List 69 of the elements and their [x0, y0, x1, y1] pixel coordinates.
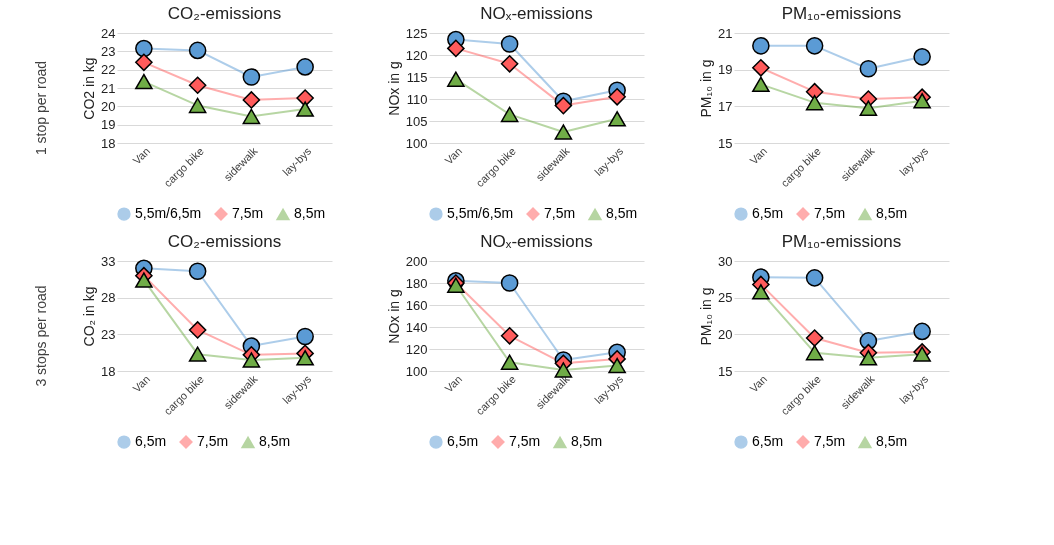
chart-title: CO₂-emissions: [167, 4, 282, 23]
legend-label: 8,5m: [294, 205, 326, 222]
text: 3 stops per road: [33, 285, 49, 387]
y-tick-label: 15: [718, 363, 733, 379]
y-tick-label: 24: [101, 25, 116, 41]
legend-label: 7,5m: [509, 433, 541, 450]
legend-label: 7,5m: [544, 205, 576, 222]
chart-title: NOₓ-emissions: [480, 4, 593, 23]
y-tick-label: 125: [405, 25, 428, 41]
y-tick-label: 18: [101, 363, 116, 379]
legend-label: 5,5m/6,5m: [447, 205, 514, 222]
y-tick-label: 120: [405, 341, 428, 357]
y-tick-label: 20: [718, 326, 733, 342]
legend-label: 6,5m: [752, 205, 784, 222]
legend-label: 7,5m: [814, 205, 846, 222]
y-tick-label: 15: [718, 135, 733, 151]
y-axis-title: PM₁₀ in g: [698, 287, 715, 346]
legend-label: 5,5m/6,5m: [135, 205, 202, 222]
chart-title: NOₓ-emissions: [480, 232, 593, 251]
text: 1 stop per road: [33, 60, 49, 156]
y-axis-title: CO₂ in kg: [81, 286, 98, 347]
x-tick-label: Van: [747, 144, 770, 167]
y-tick-label: 23: [101, 43, 116, 59]
legend-label: 7,5m: [232, 205, 264, 222]
y-tick-label: 30: [718, 253, 733, 269]
y-axis-title: NOx in g: [385, 61, 402, 116]
legend-label: 6,5m: [447, 433, 479, 450]
chart-title: PM₁₀-emissions: [781, 4, 902, 23]
chart-title: PM₁₀-emissions: [781, 232, 902, 251]
y-tick-label: 23: [101, 326, 116, 342]
y-axis-title: NOx in g: [385, 289, 402, 344]
legend-label: 8,5m: [876, 433, 908, 450]
y-tick-label: 115: [406, 69, 428, 85]
y-tick-label: 19: [101, 117, 116, 133]
x-tick-label: Van: [442, 372, 465, 395]
chart-title: CO₂-emissions: [167, 232, 282, 251]
y-axis-title: CO2 in kg: [81, 57, 98, 120]
y-tick-label: 100: [405, 363, 428, 379]
legend-label: 8,5m: [606, 205, 638, 222]
y-tick-label: 17: [718, 98, 733, 114]
y-tick-label: 28: [101, 290, 116, 306]
legend-label: 6,5m: [752, 433, 784, 450]
y-tick-label: 20: [101, 98, 116, 114]
legend-label: 8,5m: [571, 433, 603, 450]
y-tick-label: 200: [405, 253, 428, 269]
y-axis-title: PM₁₀ in g: [698, 59, 715, 118]
y-tick-label: 22: [101, 62, 116, 78]
y-tick-label: 21: [101, 80, 116, 96]
y-tick-label: 160: [405, 297, 428, 313]
y-tick-label: 140: [405, 319, 428, 335]
y-tick-label: 110: [406, 91, 428, 107]
y-tick-label: 25: [718, 290, 733, 306]
x-tick-label: Van: [747, 372, 770, 395]
y-tick-label: 18: [101, 135, 116, 151]
x-tick-label: Van: [130, 372, 153, 395]
y-tick-label: 120: [405, 47, 428, 63]
legend-label: 6,5m: [135, 433, 167, 450]
y-tick-label: 180: [405, 275, 428, 291]
y-tick-label: 105: [405, 113, 428, 129]
y-tick-label: 100: [405, 135, 428, 151]
x-tick-label: Van: [130, 144, 153, 167]
y-tick-label: 33: [101, 253, 116, 269]
legend-label: 7,5m: [814, 433, 846, 450]
y-tick-label: 19: [718, 62, 733, 78]
legend-label: 8,5m: [259, 433, 291, 450]
x-tick-label: Van: [442, 144, 465, 167]
y-tick-label: 21: [718, 25, 733, 41]
legend-label: 8,5m: [876, 205, 908, 222]
legend-label: 7,5m: [197, 433, 229, 450]
